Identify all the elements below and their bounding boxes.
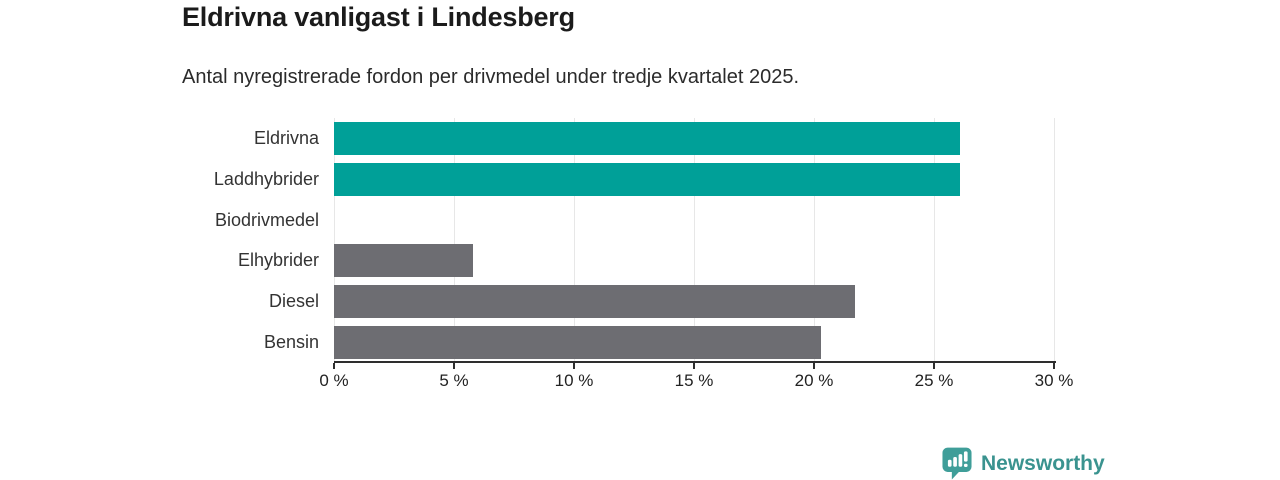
- category-label: Biodrivmedel: [214, 209, 319, 230]
- category-label: Eldrivna: [253, 127, 319, 148]
- x-axis-tick: [693, 363, 695, 369]
- bar-bensin: [334, 326, 822, 360]
- x-axis-tick: [1053, 363, 1055, 369]
- category-axis: Eldrivna Laddhybrider Biodrivmedel Elhybrid…: [0, 118, 319, 363]
- category-label: Laddhybrider: [213, 168, 319, 189]
- category-label: Diesel: [268, 291, 319, 312]
- bar-eldrivna: [334, 121, 961, 155]
- gridline: [573, 118, 575, 363]
- bar-laddhybrider: [334, 162, 961, 196]
- gridline: [1053, 118, 1055, 363]
- brand-name: Newsworthy: [981, 451, 1105, 475]
- plot-area: [333, 118, 1055, 363]
- newsworthy-logo-link[interactable]: Newsworthy: [942, 447, 1105, 480]
- gridline: [813, 118, 815, 363]
- gridline: [693, 118, 695, 363]
- x-axis-line: [333, 361, 1056, 369]
- gridline: [933, 118, 935, 363]
- gridline: [453, 118, 455, 363]
- x-tick-label: 10 %: [554, 371, 594, 390]
- bar-elhybrider: [334, 244, 474, 278]
- category-label: Elhybrider: [237, 250, 319, 271]
- bar-diesel: [334, 285, 855, 319]
- x-axis-tick: [933, 363, 935, 369]
- bar-chart-speech-bubble-icon: [942, 447, 972, 480]
- chart-subtitle: Antal nyregistrerade fordon per drivmede…: [182, 66, 800, 88]
- x-tick-label: 5 %: [439, 371, 469, 390]
- x-tick-label: 20 %: [794, 371, 834, 390]
- x-axis-tick: [573, 363, 575, 369]
- x-tick-label: 25 %: [914, 371, 954, 390]
- x-tick-label: 15 %: [674, 371, 714, 390]
- x-axis-tick: [333, 363, 335, 369]
- category-label: Bensin: [263, 332, 319, 353]
- x-axis-tick: [453, 363, 455, 369]
- chart-title: Eldrivna vanligast i Lindesberg: [182, 2, 575, 32]
- x-tick-label: 0 %: [319, 371, 349, 390]
- x-axis-tick: [813, 363, 815, 369]
- x-tick-label: 30 %: [1034, 371, 1074, 390]
- gridline: [333, 118, 335, 363]
